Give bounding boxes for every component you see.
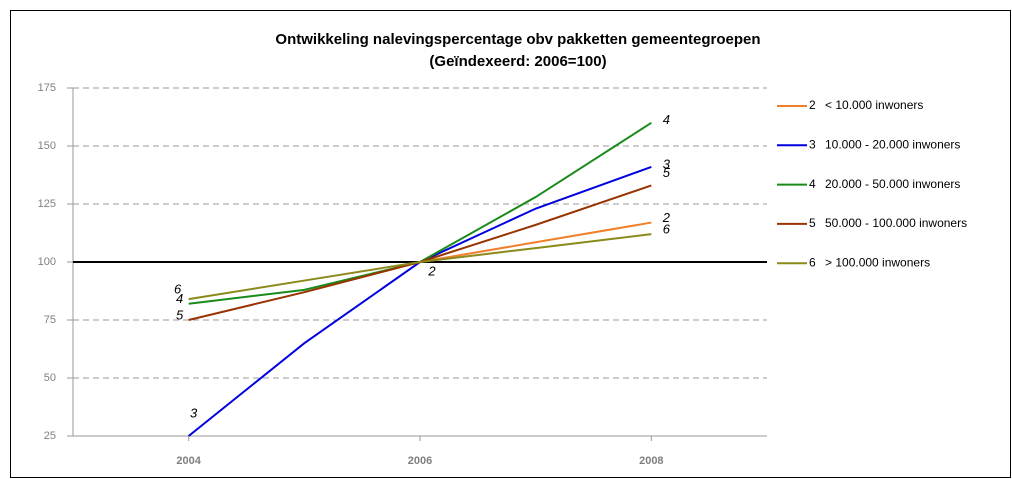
chart-title: Ontwikkeling nalevingspercentage obv pak… [275,31,760,48]
line-label: 3 [663,156,671,171]
legend-label: 10.000 - 20.000 inwoners [825,137,960,151]
y-tick-label: 50 [44,372,56,384]
line-label: 2 [662,210,671,225]
legend-id: 6 [809,255,816,269]
line-label: 4 [663,112,670,127]
x-tick-label: 2006 [408,455,432,467]
y-tick-label: 25 [44,430,56,442]
y-tick-label: 150 [38,140,56,152]
line-label: 4 [176,291,183,306]
y-tick-label: 175 [38,82,56,94]
y-tick-label: 125 [38,198,56,210]
line-label: 6 [174,282,182,297]
legend-label: 20.000 - 50.000 inwoners [825,177,960,191]
legend-id: 3 [809,137,816,151]
legend-id: 4 [809,177,816,191]
y-tick-label: 100 [38,256,56,268]
legend-label: 50.000 - 100.000 inwoners [825,216,967,230]
line-label: 5 [663,165,671,180]
legend-label: < 10.000 inwoners [825,98,923,112]
series-line [419,221,652,263]
x-tick-label: 2004 [176,455,201,467]
legend-id: 2 [809,98,816,112]
y-tick-label: 75 [44,314,56,326]
chart-subtitle: (Geïndexeerd: 2006=100) [429,53,606,70]
line-label: 2 [427,263,436,278]
legend-id: 5 [809,216,816,230]
line-label: 5 [176,307,184,322]
legend-label: > 100.000 inwoners [825,255,930,269]
series-line [188,233,652,301]
line-label: 3 [190,405,198,420]
x-tick-label: 2008 [639,455,663,467]
chart-frame [10,10,1011,478]
line-label: 6 [663,222,671,237]
